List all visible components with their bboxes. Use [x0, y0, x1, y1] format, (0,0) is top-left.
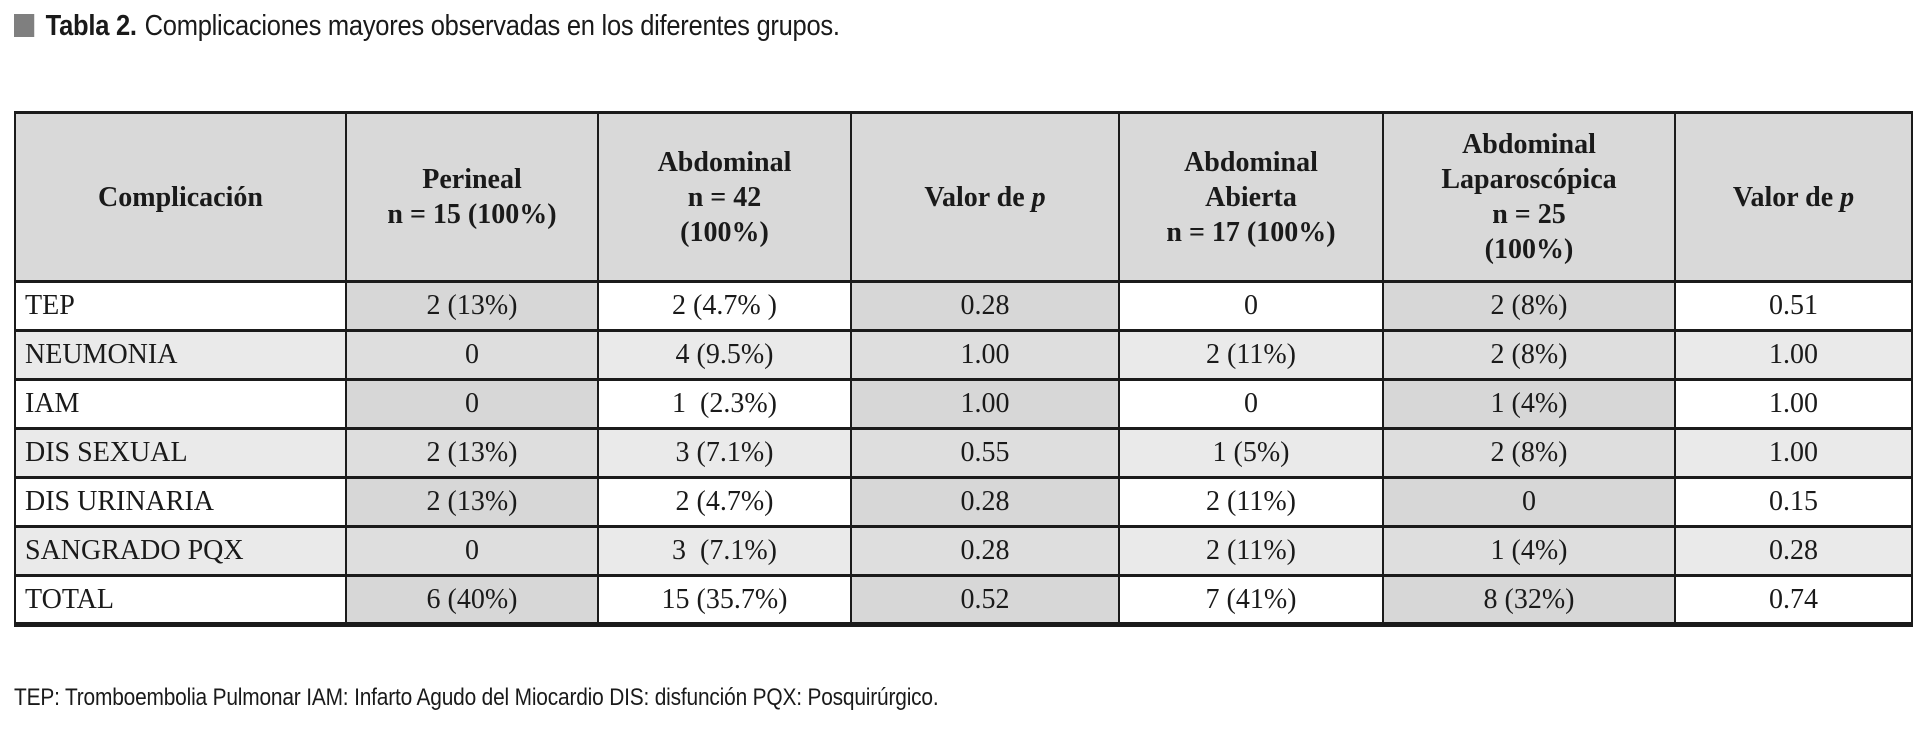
value-cell: 0.15: [1674, 476, 1913, 528]
col-header-abdominal-laparoscopica: Abdominal Laparoscópica n = 25 (100%): [1382, 111, 1676, 283]
value-cell: 3 (7.1%): [597, 427, 852, 479]
value-cell: 3 (7.1%): [597, 525, 852, 577]
header-row: Complicación Perineal n = 15 (100%) Abdo…: [14, 111, 1913, 283]
table-row: IAM 0 1 (2.3%) 1.00 0 1 (4%) 1.00: [14, 378, 1913, 430]
caption-text: Complicaciones mayores observadas en los…: [144, 10, 840, 42]
table-footnote: TEP: Tromboembolia Pulmonar IAM: Infarto…: [14, 684, 939, 711]
table-row: DIS SEXUAL 2 (13%) 3 (7.1%) 0.55 1 (5%) 2 (8%…: [14, 427, 1913, 479]
value-cell: 0.52: [850, 574, 1120, 626]
row-label-cell: SANGRADO PQX: [14, 525, 347, 577]
section-marker-icon: [14, 14, 35, 37]
value-cell: 1.00: [1674, 378, 1913, 430]
value-cell: 8 (32%): [1382, 574, 1676, 626]
value-cell: 2 (13%): [345, 427, 599, 479]
row-label-cell: TOTAL: [14, 574, 347, 626]
value-cell: 1.00: [1674, 427, 1913, 479]
valor-p-prefix: Valor de: [1732, 181, 1841, 213]
value-cell: 0.74: [1674, 574, 1913, 626]
value-cell: 1.00: [850, 378, 1120, 430]
table-header: Complicación Perineal n = 15 (100%) Abdo…: [14, 111, 1913, 283]
value-cell: 2 (8%): [1382, 280, 1676, 332]
value-cell: 2 (13%): [345, 280, 599, 332]
value-cell: 0.28: [850, 525, 1120, 577]
col-header-valor-p-1: Valor de p: [850, 111, 1120, 283]
table-row: TEP 2 (13%) 2 (4.7% ) 0.28 0 2 (8%) 0.51: [14, 280, 1913, 332]
value-cell: 2 (13%): [345, 476, 599, 528]
value-cell: 4 (9.5%): [597, 329, 852, 381]
value-cell: 2 (4.7%): [597, 476, 852, 528]
value-cell: 1 (4%): [1382, 525, 1676, 577]
value-cell: 0: [1118, 378, 1384, 430]
value-cell: 1 (2.3%): [597, 378, 852, 430]
value-cell: 0: [345, 378, 599, 430]
value-cell: 1 (5%): [1118, 427, 1384, 479]
valor-p-prefix: Valor de: [924, 181, 1032, 213]
col-header-abdominal: Abdominal n = 42 (100%): [597, 111, 852, 283]
value-cell: 2 (8%): [1382, 427, 1676, 479]
valor-p-symbol: p: [1031, 181, 1046, 213]
row-label-cell: NEUMONIA: [14, 329, 347, 381]
value-cell: 2 (8%): [1382, 329, 1676, 381]
value-cell: 0.28: [850, 476, 1120, 528]
table-row: DIS URINARIA 2 (13%) 2 (4.7%) 0.28 2 (11%) 0 0…: [14, 476, 1913, 528]
value-cell: 0.28: [850, 280, 1120, 332]
col-header-valor-p-2: Valor de p: [1674, 111, 1913, 283]
value-cell: 15 (35.7%): [597, 574, 852, 626]
value-cell: 0: [1118, 280, 1384, 332]
table-body: TEP 2 (13%) 2 (4.7% ) 0.28 0 2 (8%) 0.51 NEUMON…: [14, 280, 1913, 626]
complications-table: Complicación Perineal n = 15 (100%) Abdo…: [14, 111, 1913, 627]
row-label-cell: TEP: [14, 280, 347, 332]
col-header-abdominal-abierta: Abdominal Abierta n = 17 (100%): [1118, 111, 1384, 283]
value-cell: 2 (11%): [1118, 525, 1384, 577]
value-cell: 0: [345, 329, 599, 381]
table-caption: Tabla 2. Complicaciones mayores observada…: [14, 10, 840, 43]
value-cell: 0: [345, 525, 599, 577]
table-row: NEUMONIA 0 4 (9.5%) 1.00 2 (11%) 2 (8%) 1.00: [14, 329, 1913, 381]
row-label-cell: DIS URINARIA: [14, 476, 347, 528]
value-cell: 2 (11%): [1118, 476, 1384, 528]
col-header-perineal: Perineal n = 15 (100%): [345, 111, 599, 283]
value-cell: 0.28: [1674, 525, 1913, 577]
value-cell: 0.51: [1674, 280, 1913, 332]
col-header-complicacion: Complicación: [14, 111, 347, 283]
value-cell: 0: [1382, 476, 1676, 528]
value-cell: 1 (4%): [1382, 378, 1676, 430]
value-cell: 1.00: [850, 329, 1120, 381]
table-row: TOTAL 6 (40%) 15 (35.7%) 0.52 7 (41%) 8 (32%)…: [14, 574, 1913, 626]
value-cell: 2 (4.7% ): [597, 280, 852, 332]
row-label-cell: DIS SEXUAL: [14, 427, 347, 479]
row-label-cell: IAM: [14, 378, 347, 430]
caption-label: Tabla 2.: [45, 10, 137, 42]
value-cell: 7 (41%): [1118, 574, 1384, 626]
value-cell: 2 (11%): [1118, 329, 1384, 381]
valor-p-symbol: p: [1840, 181, 1855, 213]
value-cell: 1.00: [1674, 329, 1913, 381]
value-cell: 6 (40%): [345, 574, 599, 626]
value-cell: 0.55: [850, 427, 1120, 479]
table-row: SANGRADO PQX 0 3 (7.1%) 0.28 2 (11%) 1 (4%) 0.…: [14, 525, 1913, 577]
